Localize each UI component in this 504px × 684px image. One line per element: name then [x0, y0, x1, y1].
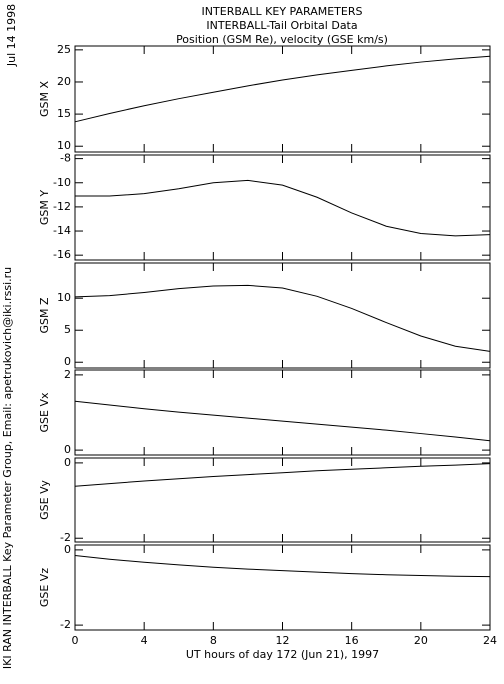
y-axis-label: GSM Z — [38, 297, 51, 333]
chart-title: INTERBALL KEY PARAMETERS — [202, 5, 363, 18]
y-tick-label: 2 — [64, 368, 71, 381]
y-tick-label: -8 — [60, 152, 71, 165]
y-tick-label: 0 — [64, 443, 71, 456]
data-line — [74, 463, 491, 487]
y-tick-label: -14 — [53, 224, 71, 237]
panel-frame — [74, 457, 491, 543]
date-stamp: Jul 14 1998 — [5, 4, 18, 67]
x-tick-label: 12 — [276, 634, 290, 647]
y-tick-label: 10 — [57, 291, 71, 304]
y-tick-label: -2 — [60, 618, 71, 631]
panel-frame — [74, 369, 491, 456]
y-tick-label: 10 — [57, 139, 71, 152]
credit: IKI RAN INTERBALL Key Parameter Group, E… — [1, 267, 14, 669]
panel-frame — [74, 154, 491, 261]
data-line — [74, 555, 491, 578]
panel-frame — [74, 262, 491, 369]
y-tick-label: 15 — [57, 107, 71, 120]
y-tick-label: -12 — [53, 200, 71, 213]
y-tick-label: 0 — [64, 543, 71, 556]
panel-frame — [74, 544, 491, 631]
data-line — [74, 284, 491, 352]
y-tick-label: 0 — [64, 456, 71, 469]
y-tick-label: -16 — [53, 248, 71, 261]
x-tick-label: 16 — [345, 634, 359, 647]
x-tick-label: 0 — [72, 634, 79, 647]
data-line — [75, 179, 491, 237]
y-axis-label: GSM Y — [38, 190, 51, 225]
y-axis-label: GSE Vz — [38, 568, 51, 607]
y-tick-label: -10 — [53, 176, 71, 189]
x-tick-label: 24 — [483, 634, 497, 647]
y-tick-label: 25 — [57, 43, 71, 56]
chart-title: INTERBALL-Tail Orbital Data — [206, 19, 357, 32]
x-tick-label: 4 — [141, 634, 148, 647]
x-tick-label: 20 — [414, 634, 428, 647]
y-tick-label: 0 — [64, 355, 71, 368]
y-tick-label: 20 — [57, 75, 71, 88]
y-tick-label: -2 — [60, 531, 71, 544]
x-tick-label: 8 — [210, 634, 217, 647]
x-axis-label: UT hours of day 172 (Jun 21), 1997 — [186, 648, 379, 661]
y-axis-label: GSE Vy — [38, 480, 51, 520]
y-tick-label: 5 — [64, 323, 71, 336]
y-axis-label: GSM X — [38, 81, 51, 117]
data-line — [74, 55, 491, 123]
chart-title: Position (GSM Re), velocity (GSE km/s) — [176, 33, 388, 46]
data-line — [74, 400, 491, 442]
y-axis-label: GSE Vx — [38, 392, 51, 432]
